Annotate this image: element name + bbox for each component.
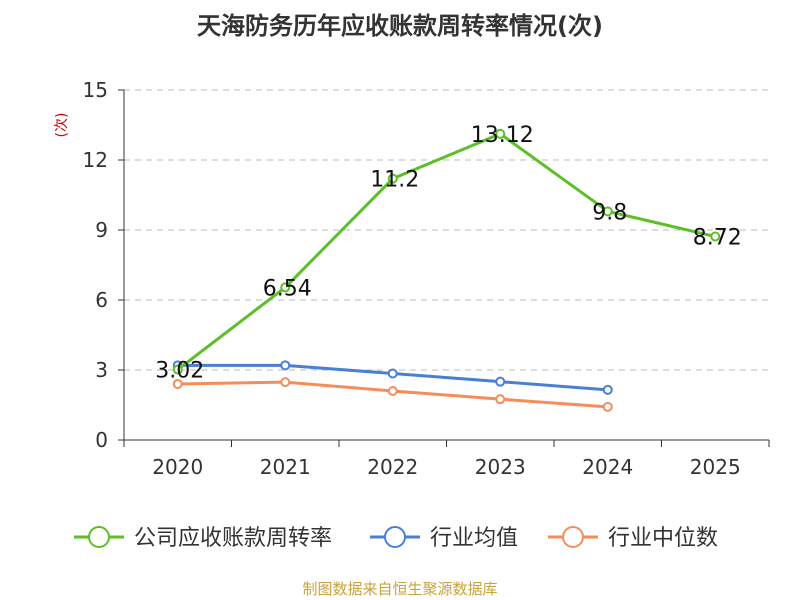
- series-point-2: [387, 386, 398, 396]
- series-point-2: [495, 394, 506, 405]
- y-tick-label: 0: [95, 428, 108, 452]
- x-tick-label: 2023: [475, 455, 526, 479]
- y-tick-label: 3: [95, 358, 108, 382]
- series-point-1: [387, 368, 398, 379]
- series-point-0: [387, 173, 398, 184]
- legend-swatch-marker: [562, 526, 584, 548]
- series-point-0: [172, 364, 183, 375]
- series-point-2: [172, 379, 183, 389]
- series-line-0: [176, 132, 716, 371]
- x-tick-label: 2025: [690, 455, 741, 479]
- legend-label: 公司应收账款周转率: [134, 526, 332, 551]
- series-point-1: [602, 384, 613, 395]
- legend-label: 行业中位数: [608, 526, 718, 551]
- x-tick-label: 2024: [582, 455, 633, 479]
- series-point-1: [495, 376, 506, 387]
- legend-swatch-marker: [384, 526, 406, 548]
- series-point-0: [280, 282, 291, 293]
- x-tick-label: 2020: [152, 455, 203, 479]
- y-axis-label: (次): [54, 113, 70, 138]
- data-label: 13.12: [471, 123, 534, 148]
- data-label: 8.72: [693, 226, 742, 251]
- series-point-2: [280, 377, 291, 388]
- chart-title: 天海防务历年应收账款周转率情况(次): [197, 12, 603, 40]
- y-tick-label: 6: [95, 288, 108, 312]
- x-tick-label: 2022: [367, 455, 418, 479]
- legend-label: 行业均值: [430, 526, 518, 551]
- data-label: 11.2: [370, 168, 419, 193]
- series-point-0: [602, 206, 613, 217]
- series-point-0: [495, 128, 506, 139]
- data-label: 3.02: [155, 359, 204, 384]
- x-tick-label: 2021: [260, 455, 311, 479]
- series-point-0: [710, 231, 721, 242]
- series-point-1: [280, 360, 291, 371]
- y-tick-label: 15: [83, 78, 108, 102]
- data-label: 9.8: [592, 200, 627, 225]
- source-note: 制图数据来自恒生聚源数据库: [302, 580, 498, 598]
- y-tick-label: 9: [95, 218, 108, 242]
- y-tick-label: 12: [83, 148, 108, 172]
- data-label: 6.54: [263, 276, 312, 301]
- series-point-2: [602, 401, 613, 412]
- legend-swatch-marker: [88, 526, 110, 548]
